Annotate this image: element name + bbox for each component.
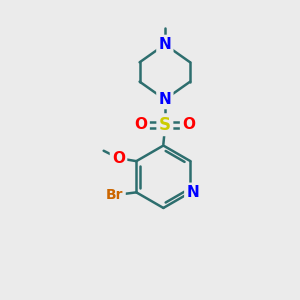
Text: O: O bbox=[112, 151, 125, 166]
Text: N: N bbox=[158, 92, 171, 107]
Text: N: N bbox=[158, 37, 171, 52]
Text: Br: Br bbox=[106, 188, 124, 202]
Text: O: O bbox=[135, 117, 148, 132]
Text: S: S bbox=[159, 116, 171, 134]
Text: N: N bbox=[186, 185, 199, 200]
Text: O: O bbox=[182, 117, 195, 132]
